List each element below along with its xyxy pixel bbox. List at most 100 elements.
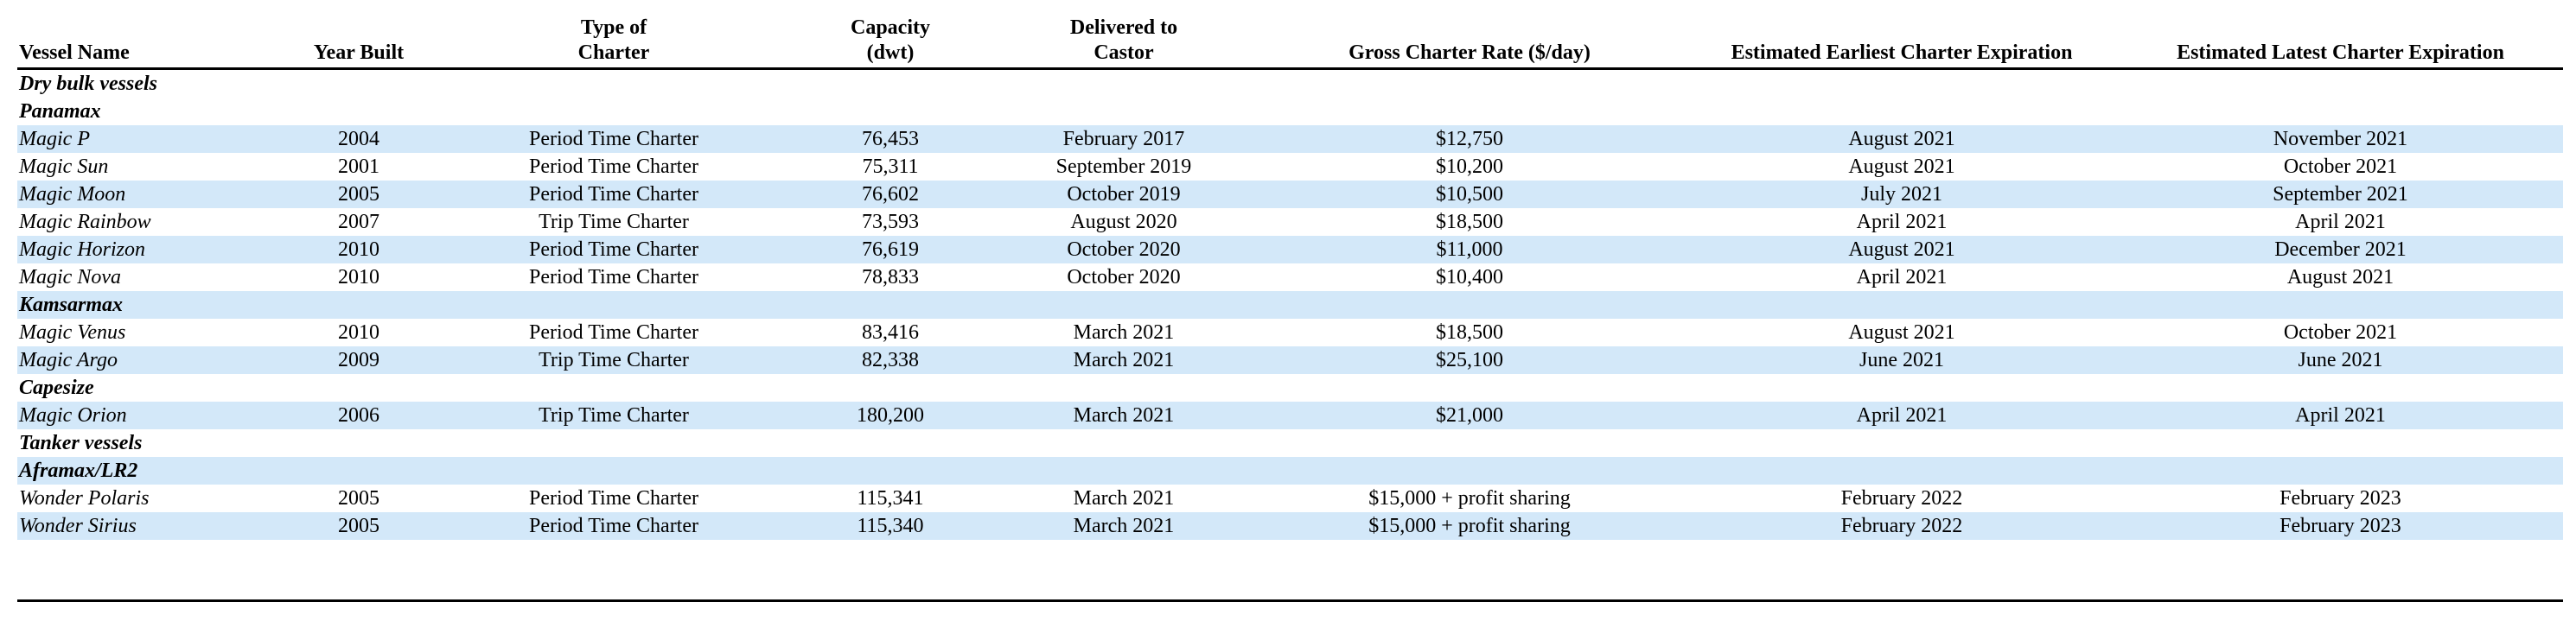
cell-year-built: 2006 [277, 402, 441, 429]
header-delivered-line: Delivered to [1069, 16, 1178, 39]
cell-delivered: March 2021 [1073, 487, 1175, 510]
cell-earliest-expiration: April 2021 [1856, 211, 1948, 233]
cell-capacity: 115,341 [857, 487, 924, 510]
cell-latest-expiration: February 2023 [2280, 487, 2401, 510]
cell-vessel-name: Wonder Sirius [17, 512, 277, 540]
cell-charter-rate: $25,100 [1253, 346, 1686, 374]
vessel-row: Wonder Sirius 2005 Period Time Charter 115,… [17, 512, 2563, 540]
cell-latest-expiration: December 2021 [2118, 236, 2563, 263]
vessel-row: Wonder Polaris 2005 Period Time Charter 115… [17, 485, 2563, 512]
cell-vessel-name: Magic Argo [17, 346, 277, 374]
cell-capacity: 83,416 [862, 321, 919, 344]
fleet-table: Vessel Name Year Built Type of Charter Ca… [17, 16, 2563, 540]
cell-year-built: 2005 [277, 512, 441, 540]
cell-year-built: 2010 [338, 321, 379, 344]
bottom-rule [17, 599, 2563, 602]
cell-delivered: September 2019 [1055, 155, 1192, 178]
cell-charter-rate: $10,200 [1436, 155, 1503, 178]
group-label: Kamsarmax [17, 291, 2563, 319]
cell-earliest-expiration: April 2021 [1856, 266, 1948, 288]
group-row: Panamax [17, 98, 2563, 125]
cell-latest-expiration: October 2021 [2283, 321, 2398, 344]
cell-delivered: August 2020 [1070, 211, 1177, 233]
cell-capacity: 78,833 [862, 266, 919, 288]
vessel-row: Magic Sun 2001 Period Time Charter 75,311 Se… [17, 153, 2563, 181]
header-delivered: Delivered to Castor [994, 16, 1253, 70]
cell-earliest-expiration: February 2022 [1686, 512, 2118, 540]
group-row: Capesize [17, 374, 2563, 402]
cell-capacity: 76,453 [787, 125, 994, 153]
header-earliest-expiration: Estimated Earliest Charter Expiration [1686, 16, 2118, 70]
cell-latest-expiration: September 2021 [2118, 181, 2563, 208]
group-label: Aframax/LR2 [17, 457, 2563, 485]
header-charter-rate: Gross Charter Rate ($/day) [1253, 16, 1686, 70]
cell-charter-type: Period Time Charter [441, 125, 787, 153]
cell-year-built: 2007 [338, 211, 379, 233]
cell-year-built: 2010 [338, 266, 379, 288]
cell-charter-type: Period Time Charter [529, 266, 698, 288]
cell-latest-expiration: February 2023 [2118, 512, 2563, 540]
header-vessel-name: Vessel Name [17, 16, 277, 70]
cell-capacity: 115,340 [787, 512, 994, 540]
header-latest-expiration: Estimated Latest Charter Expiration [2118, 16, 2563, 70]
cell-charter-rate: $11,000 [1253, 236, 1686, 263]
cell-charter-type: Period Time Charter [441, 181, 787, 208]
header-capacity-line: Capacity [851, 16, 930, 39]
cell-year-built: 2009 [277, 346, 441, 374]
cell-delivered: March 2021 [1073, 321, 1175, 344]
table-body: Dry bulk vessels Panamax Magic P 2004 Period… [17, 69, 2563, 540]
header-charter-type-line: Type of [580, 16, 647, 39]
vessel-row: Magic P 2004 Period Time Charter 76,453 Febr… [17, 125, 2563, 153]
cell-vessel-name: Magic Sun [19, 155, 109, 178]
cell-year-built: 2010 [277, 236, 441, 263]
group-label: Dry bulk vessels [19, 73, 157, 95]
cell-delivered: March 2021 [994, 512, 1253, 540]
cell-vessel-name: Wonder Polaris [19, 487, 150, 510]
cell-latest-expiration: June 2021 [2118, 346, 2563, 374]
header-capacity: Capacity (dwt) [787, 16, 994, 70]
group-label: Capesize [19, 377, 94, 399]
cell-charter-rate: $18,500 [1436, 211, 1503, 233]
cell-capacity: 76,602 [787, 181, 994, 208]
vessel-row: Magic Horizon 2010 Period Time Charter 76,6… [17, 236, 2563, 263]
cell-charter-type: Period Time Charter [529, 487, 698, 510]
cell-delivered: February 2017 [994, 125, 1253, 153]
cell-charter-type: Trip Time Charter [441, 402, 787, 429]
cell-delivered: March 2021 [994, 402, 1253, 429]
vessel-row: Magic Moon 2005 Period Time Charter 76,602 O… [17, 181, 2563, 208]
cell-earliest-expiration: April 2021 [1686, 402, 2118, 429]
cell-capacity: 75,311 [862, 155, 919, 178]
cell-latest-expiration: April 2021 [2118, 402, 2563, 429]
group-row: Aframax/LR2 [17, 457, 2563, 485]
cell-earliest-expiration: August 2021 [1686, 125, 2118, 153]
cell-year-built: 2001 [338, 155, 379, 178]
group-row: Kamsarmax [17, 291, 2563, 319]
cell-capacity: 82,338 [787, 346, 994, 374]
group-label: Tanker vessels [19, 432, 143, 454]
cell-earliest-expiration: August 2021 [1686, 236, 2118, 263]
cell-charter-rate: $15,000 + profit sharing [1368, 487, 1571, 510]
cell-vessel-name: Magic Venus [19, 321, 126, 344]
cell-vessel-name: Magic Rainbow [19, 211, 151, 233]
group-row: Tanker vessels [17, 429, 2563, 457]
group-row: Dry bulk vessels [17, 69, 2563, 98]
cell-delivered: March 2021 [994, 346, 1253, 374]
cell-earliest-expiration: June 2021 [1686, 346, 2118, 374]
cell-earliest-expiration: February 2022 [1840, 487, 1963, 510]
cell-year-built: 2005 [338, 487, 379, 510]
cell-latest-expiration: October 2021 [2283, 155, 2398, 178]
cell-latest-expiration: April 2021 [2295, 211, 2386, 233]
header-capacity-line: (dwt) [866, 41, 915, 64]
header-row: Vessel Name Year Built Type of Charter Ca… [17, 16, 2563, 70]
cell-charter-type: Period Time Charter [529, 155, 698, 178]
cell-charter-type: Period Time Charter [529, 321, 698, 344]
vessel-row: Magic Rainbow 2007 Trip Time Charter 73,593… [17, 208, 2563, 236]
cell-charter-rate: $12,750 [1253, 125, 1686, 153]
cell-earliest-expiration: August 2021 [1848, 155, 1955, 178]
cell-earliest-expiration: July 2021 [1686, 181, 2118, 208]
vessel-row: Magic Venus 2010 Period Time Charter 83,416… [17, 319, 2563, 346]
cell-capacity: 73,593 [862, 211, 919, 233]
cell-year-built: 2005 [277, 181, 441, 208]
cell-charter-type: Period Time Charter [441, 236, 787, 263]
cell-charter-type: Period Time Charter [441, 512, 787, 540]
